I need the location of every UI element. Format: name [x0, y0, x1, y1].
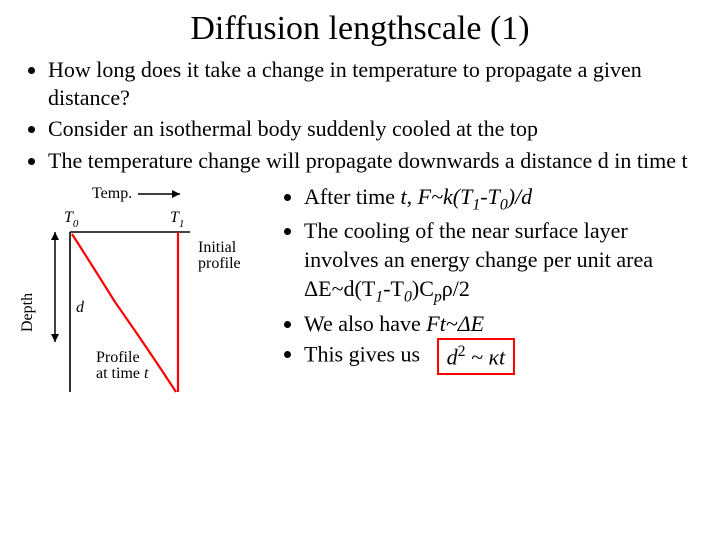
page-title: Diffusion lengthscale (1) — [20, 10, 700, 48]
bullet-2: Consider an isothermal body suddenly coo… — [48, 115, 700, 143]
temp-label: Temp. — [92, 185, 132, 202]
right-bullet-list: After time t, F~k(T1-T0)/d The cooling o… — [280, 182, 700, 375]
right-bullet-3: We also have Ft~ΔE — [304, 309, 700, 338]
diagram-area: Temp. T0 T1 Depth d — [20, 182, 280, 412]
result-equation-box: d2 ~ κt — [437, 338, 516, 375]
d-label: d — [76, 299, 85, 316]
initial-profile-label: Initial profile — [198, 239, 241, 272]
depth-label: Depth — [20, 293, 36, 332]
right-bullet-2: The cooling of the near surface layer in… — [304, 216, 700, 308]
bullet-3: The temperature change will propagate do… — [48, 147, 700, 175]
right-bullet-4: This gives us d2 ~ κt — [304, 338, 700, 375]
right-bullet-1: After time t, F~k(T1-T0)/d — [304, 182, 700, 216]
top-bullet-list: How long does it take a change in temper… — [20, 56, 700, 174]
bullet-1: How long does it take a change in temper… — [48, 56, 700, 111]
t1-label: T1 — [170, 209, 184, 230]
diffusion-diagram: Temp. T0 T1 Depth d — [20, 182, 280, 412]
t0-label: T0 — [64, 209, 79, 230]
profile-t-label: Profile at time t — [96, 349, 149, 382]
